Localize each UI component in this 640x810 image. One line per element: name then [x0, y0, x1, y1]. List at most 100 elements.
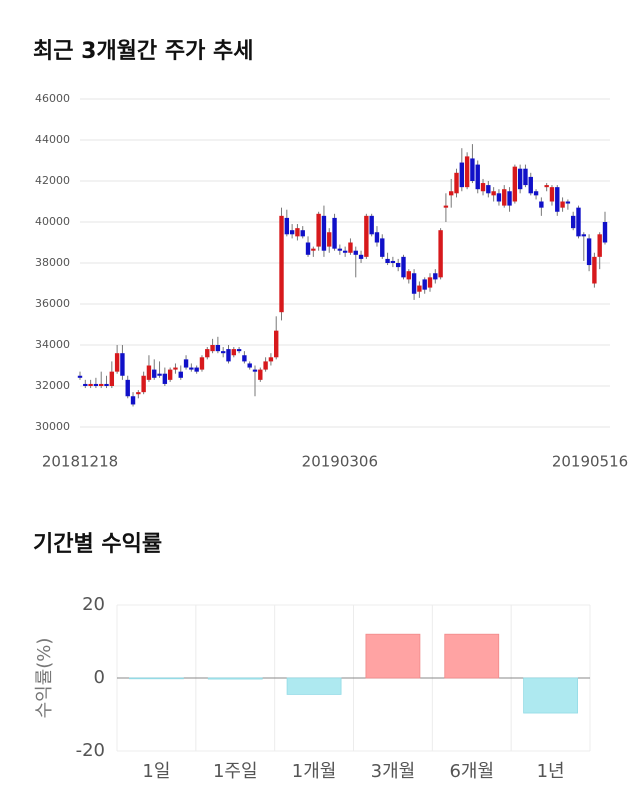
chart-title: 기간별 수익률: [33, 532, 162, 557]
candle-body: [274, 330, 279, 358]
y-tick-label: 46000: [35, 92, 70, 105]
y-tick-label: 44000: [35, 133, 70, 146]
candle-body: [205, 349, 210, 358]
candle-body: [449, 191, 454, 196]
candle-body: [454, 172, 459, 194]
y-tick-label: 0: [94, 667, 105, 688]
candle-body: [152, 369, 157, 378]
candle-body: [247, 363, 252, 368]
candle-body: [470, 158, 475, 181]
candle-body: [528, 176, 533, 194]
candle-body: [194, 367, 199, 372]
candle-body: [380, 238, 385, 257]
y-tick-label: -20: [76, 740, 105, 761]
x-tick-label: 20181218: [42, 453, 118, 471]
candle-body: [83, 383, 88, 386]
candle-body: [173, 367, 178, 370]
candle-body: [411, 273, 417, 294]
candle-body: [353, 250, 358, 255]
candle-body: [268, 357, 274, 362]
candle-body: [502, 189, 507, 206]
x-tick-label: 1주일: [213, 761, 258, 782]
x-tick-label: 6개월: [449, 761, 494, 782]
candle-body: [549, 187, 555, 202]
candle-body: [401, 256, 406, 278]
candle-body: [555, 187, 560, 212]
candle-body: [560, 201, 565, 208]
candle-body: [364, 215, 369, 257]
candle-body: [507, 191, 512, 206]
candle-body: [77, 375, 83, 378]
x-tick-label: 1일: [142, 761, 170, 782]
candle-body: [305, 242, 311, 255]
candle-body: [146, 365, 152, 380]
candle-body: [258, 369, 263, 380]
candle-body: [189, 367, 194, 370]
candle-body: [581, 234, 586, 237]
candle-body: [252, 369, 258, 372]
candle-body: [93, 383, 99, 386]
candle-body: [130, 396, 136, 405]
candle-body: [597, 234, 602, 257]
candle-body: [167, 369, 173, 380]
candle-body: [385, 258, 390, 263]
candle-body: [178, 371, 183, 378]
candle-body: [390, 260, 396, 263]
candle-body: [210, 345, 215, 352]
y-tick-label: 30000: [35, 420, 70, 433]
candle-body: [348, 242, 353, 253]
candle-body: [539, 201, 544, 208]
candle-body: [311, 248, 316, 251]
candle-body: [289, 230, 295, 235]
candle-body: [544, 185, 549, 188]
x-tick-label: 1개월: [292, 761, 337, 782]
candle-body: [279, 215, 284, 313]
candle-body: [109, 371, 115, 386]
candle-body: [263, 361, 268, 370]
x-tick-label: 3개월: [371, 761, 416, 782]
candle-body: [358, 254, 364, 259]
candle-body: [438, 230, 443, 278]
y-tick-label: 38000: [35, 256, 70, 269]
candle-body: [104, 383, 109, 386]
candle-body: [88, 383, 93, 386]
candle-body: [162, 373, 168, 384]
bar: [523, 677, 578, 714]
candle-body: [533, 191, 539, 196]
candle-body: [586, 238, 592, 266]
candle-body: [592, 256, 597, 284]
candle-body: [395, 263, 401, 268]
y-axis-label: 수익률(%): [34, 638, 55, 719]
chart-title: 최근 3개월간 주가 추세: [33, 39, 253, 64]
bar: [286, 677, 342, 695]
candle-body: [242, 355, 247, 362]
candle-body: [570, 215, 576, 229]
bar: [365, 633, 421, 679]
y-tick-label: 20: [82, 594, 105, 615]
candle-body: [332, 217, 337, 249]
candle-body: [226, 349, 231, 362]
candle-body: [427, 277, 433, 288]
candle-body: [374, 232, 380, 243]
candle-body: [406, 271, 411, 280]
x-tick-label: 20190306: [302, 453, 378, 471]
candle-body: [523, 168, 528, 186]
candle-body: [99, 383, 104, 386]
candle-body: [157, 373, 162, 376]
bar: [207, 677, 263, 680]
candle-body: [443, 205, 449, 208]
candle-body: [491, 191, 496, 196]
candle-body: [215, 345, 221, 352]
candle-body: [417, 285, 422, 292]
y-tick-label: 36000: [35, 297, 70, 310]
candle-body: [602, 222, 608, 243]
y-tick-label: 42000: [35, 174, 70, 187]
candle-body: [136, 392, 141, 395]
candle-body: [231, 349, 236, 356]
candle-body: [321, 215, 327, 251]
candle-body: [496, 193, 502, 202]
candle-body: [576, 207, 581, 237]
candle-body: [183, 359, 189, 368]
candle-body: [316, 213, 321, 247]
